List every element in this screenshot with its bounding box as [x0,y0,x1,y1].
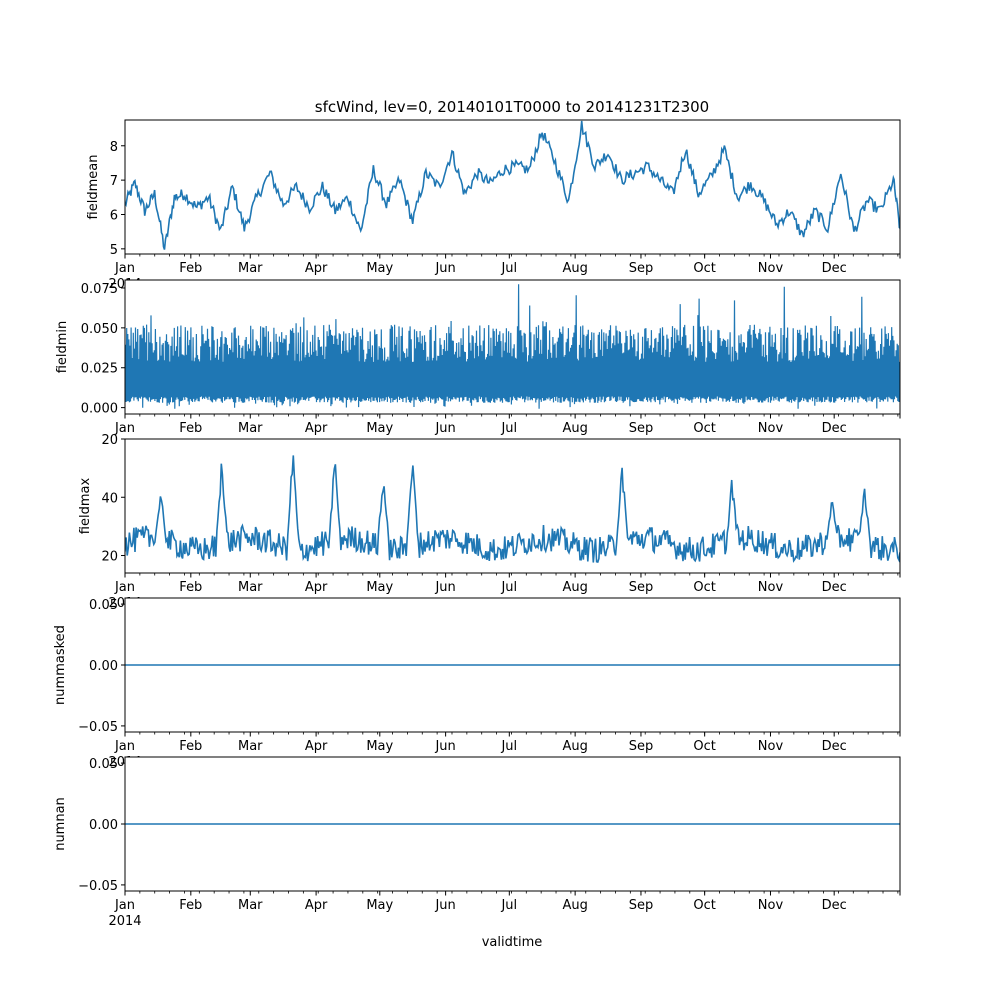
x-tick-label: Mar [238,580,263,595]
y-tick-label: 40 [101,491,118,506]
x-tick-label: Jun [434,898,455,913]
x-tick-label: Mar [238,261,263,276]
x-tick-label: May [366,261,393,276]
y-axis-label: numnan [53,797,68,851]
y-tick-label: 6 [110,208,118,223]
fieldmax-axes-frame [124,438,901,574]
x-tick-label: Nov [758,261,784,276]
x-tick-label: Dec [822,739,847,754]
axes-background [125,439,900,573]
x-tick-label: Aug [562,421,587,436]
panel-fieldmax: 20 40 20 fieldmax Jan Feb Mar Apr May Jun Jul Aug Se… [78,433,901,611]
x-tick-label: Feb [179,580,202,595]
x-tick-label: Aug [562,739,587,754]
x-tick-label: Apr [305,261,328,276]
y-tick-label: 0.05 [89,598,118,613]
x-tick-label: Dec [822,261,847,276]
x-tick-label: Sep [629,898,654,913]
x-tick-label: Dec [822,421,847,436]
x-tick-label: Jun [434,739,455,754]
fieldmin-series-line [125,284,900,409]
x-tick-label: May [366,739,393,754]
y-tick-label: 0.075 [81,282,118,297]
x-tick-label: Nov [758,580,784,595]
y-axis-label: fieldmin [55,321,70,374]
x-tick-label: Jul [500,421,517,436]
y-tick-label: 8 [110,140,118,155]
x-tick-label: Jul [500,898,517,913]
x-tick-label: Dec [822,898,847,913]
panel-nummasked: −0.05 0.00 0.05 nummasked Jan Feb Mar Apr May Jun… [53,597,901,770]
panel-fieldmin: 0.000 0.025 0.050 0.075 fieldmin Jan Feb Mar Apr… [55,279,901,436]
fieldmean-series-line [125,120,900,250]
panel-fieldmean: 5 6 7 8 fieldmean Jan Feb Mar Apr May Jun Jul Aug Sep… [86,119,901,292]
x-tick-label: Feb [179,898,202,913]
panels: 5 6 7 8 fieldmean Jan Feb Mar Apr May Jun Jul Aug Sep… [53,119,901,929]
x-tick-label: Sep [629,261,654,276]
x-tick-label: Nov [758,421,784,436]
x-tick-label: Aug [562,898,587,913]
x-tick-label: Apr [305,580,328,595]
x-tick-label: Jun [434,421,455,436]
x-tick-label: Jan [114,898,135,913]
x-tick-label: Apr [305,898,328,913]
y-tick-label: 0.000 [81,402,118,417]
x-tick-label: Jan [114,261,135,276]
y-axis-label: nummasked [53,625,68,705]
x-tick-label: Mar [238,898,263,913]
x-tick-label: Nov [758,898,784,913]
x-year-label: 2014 [108,914,141,929]
x-tick-label: Jan [114,421,135,436]
fieldmean-axes-frame [124,119,901,255]
y-axis-label: fieldmax [78,478,93,535]
x-tick-label: Dec [822,580,847,595]
y-tick-label: 0.05 [89,757,118,772]
fieldmax-series-line [125,455,900,563]
y-tick-label: 20 [101,550,118,565]
y-tick-label: 7 [110,174,118,189]
x-tick-label: Sep [629,580,654,595]
x-tick-label: Nov [758,739,784,754]
x-axis-label: validtime [482,935,543,950]
x-tick-label: Oct [693,898,715,913]
y-tick-label: 20 [101,433,118,448]
y-tick-label: 0.00 [89,659,118,674]
x-tick-label: Sep [629,739,654,754]
x-tick-label: Apr [305,421,328,436]
x-tick-label: Oct [693,580,715,595]
x-tick-label: May [366,421,393,436]
x-tick-label: May [366,580,393,595]
x-tick-label: Jun [434,580,455,595]
y-tick-label: −0.05 [78,720,118,735]
x-tick-label: Feb [179,261,202,276]
x-tick-label: May [366,898,393,913]
x-tick-label: Jul [500,739,517,754]
y-tick-label: 0.050 [81,322,118,337]
y-axis-label: fieldmean [86,155,101,220]
x-tick-label: Feb [179,739,202,754]
x-tick-label: Mar [238,421,263,436]
x-tick-label: Jan [114,739,135,754]
y-tick-label: −0.05 [78,879,118,894]
x-tick-label: Apr [305,739,328,754]
x-tick-label: Oct [693,739,715,754]
y-tick-label: 0.00 [89,818,118,833]
x-tick-label: Jan [114,580,135,595]
x-tick-label: Feb [179,421,202,436]
y-tick-label: 0.025 [81,362,118,377]
figure-title: sfcWind, lev=0, 20140101T0000 to 2014123… [315,98,709,116]
x-tick-label: Oct [693,421,715,436]
y-tick-label: 5 [110,243,118,258]
x-tick-label: Aug [562,580,587,595]
x-tick-label: Sep [629,421,654,436]
x-tick-label: Jul [500,580,517,595]
x-tick-label: Oct [693,261,715,276]
x-tick-label: Mar [238,739,263,754]
fieldmin-axes-frame [124,279,901,415]
panel-numnan: −0.05 0.00 0.05 numnan Jan Feb Mar Apr May Jun Jul… [53,756,901,929]
x-tick-label: Aug [562,261,587,276]
x-tick-label: Jul [500,261,517,276]
x-tick-label: Jun [434,261,455,276]
